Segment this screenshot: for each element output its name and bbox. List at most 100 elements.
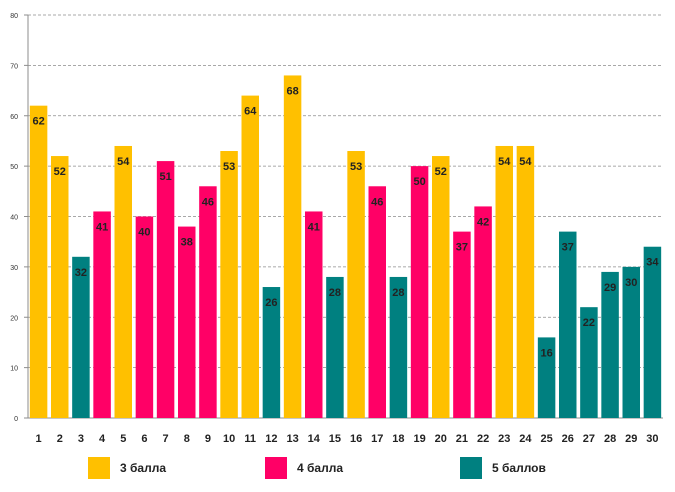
x-tick-label-1: 1 bbox=[36, 433, 42, 445]
x-tick-label-8: 8 bbox=[184, 433, 190, 445]
legend-label-3: 3 балла bbox=[120, 461, 167, 475]
grid-lines bbox=[28, 14, 663, 369]
data-label-28: 29 bbox=[604, 282, 616, 294]
bar-4 bbox=[93, 211, 111, 418]
bar-16 bbox=[347, 151, 365, 418]
y-tick-label: 70 bbox=[10, 63, 18, 70]
bar-10 bbox=[220, 151, 238, 418]
bar-5 bbox=[114, 145, 132, 418]
data-label-25: 16 bbox=[540, 347, 552, 359]
x-tick-label-4: 4 bbox=[99, 433, 106, 445]
data-label-27: 22 bbox=[583, 317, 595, 329]
x-tick-label-17: 17 bbox=[371, 433, 383, 445]
bar-26 bbox=[559, 231, 577, 418]
x-tick-label-24: 24 bbox=[519, 433, 532, 445]
y-tick-labels: 0 10 20 30 40 50 60 70 80 bbox=[10, 13, 28, 423]
data-label-10: 53 bbox=[223, 161, 235, 173]
data-label-24: 54 bbox=[519, 156, 532, 168]
y-tick-label: 40 bbox=[10, 215, 18, 222]
bar-17 bbox=[368, 186, 386, 418]
x-tick-label-2: 2 bbox=[57, 433, 63, 445]
bar-27 bbox=[580, 307, 598, 418]
legend-swatch-3 bbox=[88, 457, 110, 479]
data-label-2: 52 bbox=[54, 166, 66, 178]
y-tick-label: 80 bbox=[10, 13, 18, 20]
bar-6 bbox=[135, 216, 154, 418]
y-tick-label: 0 bbox=[14, 416, 18, 423]
data-label-14: 41 bbox=[308, 221, 320, 233]
data-labels: 62 52 32 41 54 40 51 38 46 53 64 26 68 41 28 53 46 28 50 52… bbox=[32, 85, 659, 359]
y-tick-label: 50 bbox=[10, 164, 18, 171]
bar-12 bbox=[262, 287, 281, 418]
bar-11 bbox=[241, 95, 259, 418]
data-label-21: 37 bbox=[456, 242, 468, 254]
data-label-23: 54 bbox=[498, 156, 511, 168]
data-label-1: 62 bbox=[32, 116, 44, 128]
legend-label-5: 5 баллов bbox=[492, 461, 546, 475]
legend-label-4: 4 балла bbox=[297, 461, 344, 475]
bar-22 bbox=[474, 206, 492, 418]
data-label-5: 54 bbox=[117, 156, 130, 168]
x-tick-label-22: 22 bbox=[477, 433, 489, 445]
bar-1 bbox=[29, 105, 48, 419]
x-tick-label-6: 6 bbox=[141, 433, 147, 445]
x-tick-label-12: 12 bbox=[265, 433, 277, 445]
bar-14 bbox=[305, 211, 323, 418]
y-tick-label: 60 bbox=[10, 114, 18, 121]
x-tick-label-21: 21 bbox=[456, 433, 468, 445]
bar-3 bbox=[72, 256, 90, 418]
bar-8 bbox=[178, 226, 196, 418]
data-label-12: 26 bbox=[265, 297, 277, 309]
data-label-9: 46 bbox=[202, 196, 214, 208]
x-tick-label-18: 18 bbox=[392, 433, 404, 445]
x-tick-label-11: 11 bbox=[244, 433, 256, 445]
data-label-18: 28 bbox=[392, 287, 404, 299]
x-tick-labels: 1 2 3 4 5 6 7 8 9 10 11 12 13 14 15 16 17 18 19 20 21 22 23 24 2… bbox=[36, 433, 659, 445]
bar-21 bbox=[453, 231, 471, 418]
data-label-20: 52 bbox=[435, 166, 447, 178]
bar-9 bbox=[199, 186, 217, 418]
bar-18 bbox=[389, 276, 408, 418]
data-label-11: 64 bbox=[244, 106, 257, 118]
bar-30 bbox=[643, 246, 662, 418]
bar-2 bbox=[51, 156, 69, 419]
legend-item-3: 3 балла bbox=[88, 455, 166, 481]
y-tick-label: 30 bbox=[10, 265, 18, 272]
legend-item-5: 5 баллов bbox=[460, 455, 546, 481]
x-tick-label-28: 28 bbox=[604, 433, 616, 445]
bar-15 bbox=[326, 276, 344, 418]
data-label-8: 38 bbox=[181, 237, 193, 249]
bar-20 bbox=[432, 156, 450, 419]
bar-7 bbox=[156, 161, 175, 418]
x-tick-label-7: 7 bbox=[163, 433, 169, 445]
x-tick-label-25: 25 bbox=[540, 433, 552, 445]
data-label-4: 41 bbox=[96, 221, 108, 233]
bar-23 bbox=[495, 145, 513, 418]
data-label-6: 40 bbox=[138, 227, 150, 239]
bar-13 bbox=[283, 75, 302, 418]
data-label-26: 37 bbox=[562, 242, 574, 254]
legend-swatch-4 bbox=[265, 457, 287, 479]
data-label-30: 34 bbox=[646, 257, 659, 269]
bar-24 bbox=[516, 145, 535, 418]
x-tick-label-19: 19 bbox=[413, 433, 425, 445]
data-label-29: 30 bbox=[625, 277, 637, 289]
x-tick-label-14: 14 bbox=[308, 433, 321, 445]
legend-swatch-5 bbox=[460, 457, 482, 479]
data-label-15: 28 bbox=[329, 287, 341, 299]
bar-28 bbox=[601, 271, 619, 418]
x-tick-label-13: 13 bbox=[286, 433, 298, 445]
x-tick-label-29: 29 bbox=[625, 433, 637, 445]
bar-19 bbox=[410, 166, 429, 418]
bars bbox=[29, 75, 662, 419]
bar-25 bbox=[537, 337, 556, 418]
data-label-19: 50 bbox=[413, 176, 425, 188]
x-tick-label-3: 3 bbox=[78, 433, 84, 445]
x-tick-label-15: 15 bbox=[329, 433, 341, 445]
x-tick-label-10: 10 bbox=[223, 433, 235, 445]
data-label-13: 68 bbox=[286, 85, 298, 97]
x-tick-label-30: 30 bbox=[646, 433, 658, 445]
x-tick-label-26: 26 bbox=[562, 433, 574, 445]
y-tick-label: 20 bbox=[10, 315, 18, 322]
